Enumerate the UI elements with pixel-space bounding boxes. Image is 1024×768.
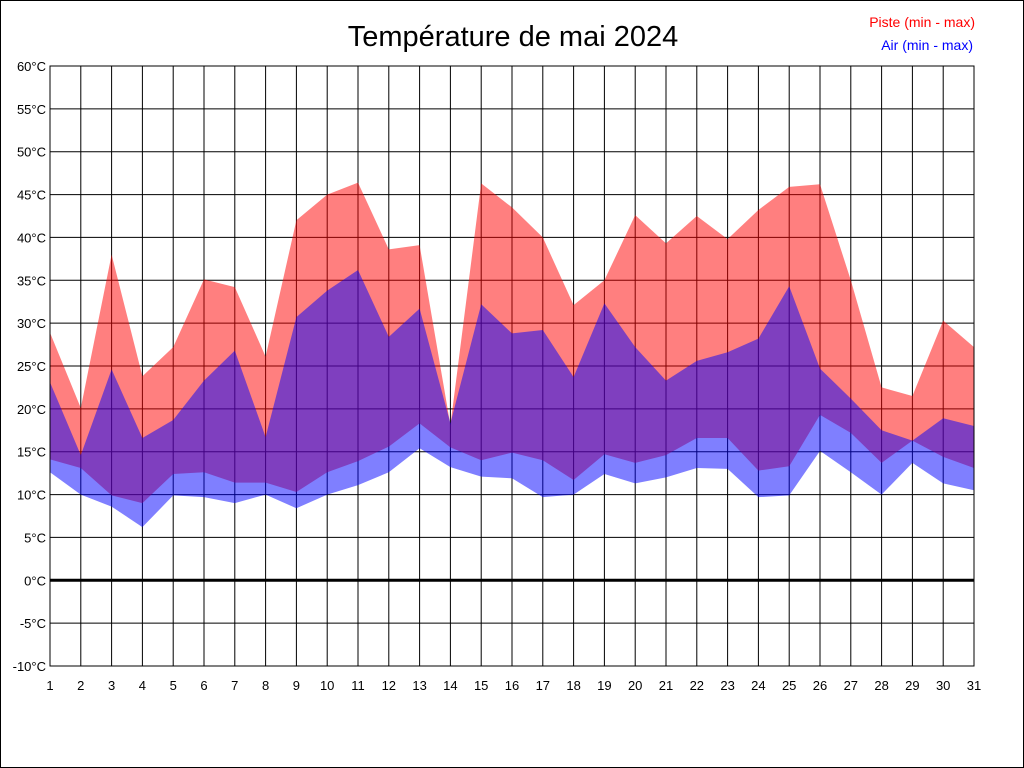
- x-tick-label: 6: [200, 678, 207, 693]
- x-tick-label: 22: [690, 678, 704, 693]
- x-tick-label: 7: [231, 678, 238, 693]
- x-tick-label: 14: [443, 678, 457, 693]
- y-tick-label: 30°C: [17, 316, 46, 331]
- y-tick-label: 60°C: [17, 59, 46, 74]
- area-air: [50, 270, 974, 528]
- x-tick-label: 31: [967, 678, 981, 693]
- x-tick-label: 1: [46, 678, 53, 693]
- y-tick-label: 0°C: [24, 573, 46, 588]
- y-tick-label: 45°C: [17, 188, 46, 203]
- series-areas: [50, 182, 974, 528]
- x-tick-label: 16: [505, 678, 519, 693]
- y-tick-label: 20°C: [17, 402, 46, 417]
- x-tick-label: 10: [320, 678, 334, 693]
- x-tick-label: 23: [720, 678, 734, 693]
- x-tick-label: 3: [108, 678, 115, 693]
- x-tick-label: 20: [628, 678, 642, 693]
- x-tick-label: 17: [536, 678, 550, 693]
- y-tick-label: 10°C: [17, 488, 46, 503]
- x-tick-label: 12: [382, 678, 396, 693]
- axes: 1 2 3 4 5 6 7 8 9 10 11 12 13 14 15 16 17 18 19 20 21 22 23 24 2…: [13, 59, 982, 693]
- x-tick-label: 21: [659, 678, 673, 693]
- x-tick-label: 28: [874, 678, 888, 693]
- x-tick-label: 30: [936, 678, 950, 693]
- x-tick-label: 2: [77, 678, 84, 693]
- x-tick-label: 13: [412, 678, 426, 693]
- y-tick-label: 5°C: [24, 530, 46, 545]
- y-tick-label: 35°C: [17, 273, 46, 288]
- y-tick-label: 25°C: [17, 359, 46, 374]
- legend-air: Air (min - max): [881, 37, 973, 53]
- chart-title: Température de mai 2024: [348, 21, 678, 53]
- x-tick-label: 11: [351, 678, 365, 693]
- x-tick-label: 29: [905, 678, 919, 693]
- legend-piste: Piste (min - max): [869, 14, 975, 30]
- x-tick-label: 24: [751, 678, 765, 693]
- y-tick-label: 15°C: [17, 445, 46, 460]
- y-tick-label: -5°C: [20, 616, 46, 631]
- x-tick-label: 25: [782, 678, 796, 693]
- y-tick-label: 40°C: [17, 230, 46, 245]
- x-tick-label: 9: [293, 678, 300, 693]
- x-tick-label: 5: [170, 678, 177, 693]
- x-tick-label: 19: [597, 678, 611, 693]
- y-tick-label: 50°C: [17, 145, 46, 160]
- x-tick-label: 27: [844, 678, 858, 693]
- x-tick-label: 18: [566, 678, 580, 693]
- x-tick-label: 26: [813, 678, 827, 693]
- y-tick-label: -10°C: [13, 659, 46, 674]
- x-tick-label: 4: [139, 678, 146, 693]
- plot-border: [49, 65, 975, 667]
- y-tick-label: 55°C: [17, 102, 46, 117]
- x-tick-label: 15: [474, 678, 488, 693]
- x-tick-label: 8: [262, 678, 269, 693]
